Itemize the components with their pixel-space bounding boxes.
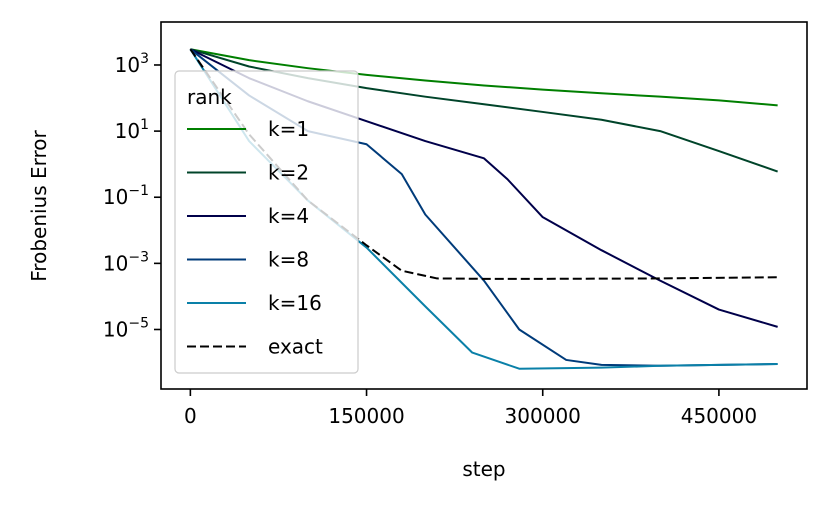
legend: rank k=1 k=2 k=4 k=8 k=16 exact bbox=[174, 70, 359, 374]
legend-title: rank bbox=[187, 85, 232, 109]
y-tick-label: 10−3 bbox=[103, 249, 149, 275]
y-tick-exponent: 1 bbox=[140, 117, 149, 133]
y-tick-base: 10 bbox=[103, 251, 128, 275]
y-tick-exponent: 3 bbox=[140, 51, 149, 67]
y-tick-base: 10 bbox=[115, 53, 140, 77]
y-tick-base: 10 bbox=[115, 119, 140, 143]
x-tick-label: 450000 bbox=[681, 404, 757, 428]
y-tick-label: 103 bbox=[115, 51, 149, 77]
legend-label: k=8 bbox=[268, 248, 309, 272]
y-tick-label: 10−1 bbox=[103, 183, 149, 209]
legend-label: exact bbox=[268, 335, 323, 359]
legend-entries: k=1 k=2 k=4 k=8 k=16 exact bbox=[187, 117, 323, 359]
y-tick-exponent: −1 bbox=[128, 183, 149, 199]
x-axis: 0 150000 300000 450000 bbox=[184, 389, 757, 428]
y-tick-base: 10 bbox=[103, 317, 128, 341]
plot-frame bbox=[160, 21, 808, 390]
legend-label: k=4 bbox=[268, 204, 309, 228]
x-axis-label: step bbox=[462, 457, 505, 481]
series-line-k=1 bbox=[190, 48, 778, 107]
y-axis-label: Frobenius Error bbox=[27, 129, 51, 281]
legend-box bbox=[174, 70, 359, 374]
y-tick-base: 10 bbox=[103, 185, 128, 209]
y-tick-label: 101 bbox=[115, 117, 149, 143]
legend-label: k=1 bbox=[268, 117, 309, 141]
legend-label: k=16 bbox=[268, 291, 322, 315]
x-tick-label: 300000 bbox=[505, 404, 581, 428]
legend-label: k=2 bbox=[268, 161, 309, 185]
x-tick-label: 150000 bbox=[328, 404, 404, 428]
y-tick-exponent: −5 bbox=[128, 315, 149, 331]
x-tick-label: 0 bbox=[184, 404, 197, 428]
y-tick-exponent: −3 bbox=[128, 249, 149, 265]
y-tick-label: 10−5 bbox=[103, 315, 149, 341]
